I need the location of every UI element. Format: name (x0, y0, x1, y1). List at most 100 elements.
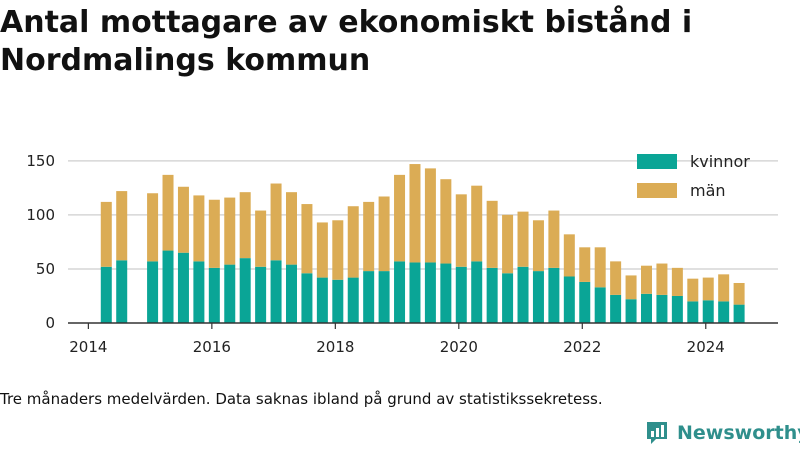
y-tick-label: 50 (36, 260, 55, 278)
legend: kvinnor män (637, 152, 750, 200)
x-tick-label: 2024 (687, 338, 725, 356)
legend-swatch (637, 154, 677, 169)
y-tick-label: 100 (26, 206, 55, 224)
bar-kvinnor (147, 261, 159, 323)
x-tick-label: 2020 (440, 338, 478, 356)
bar-man (224, 197, 236, 265)
bar-man (255, 210, 267, 267)
y-tick-label: 0 (45, 314, 55, 332)
bar-kvinnor (193, 261, 205, 323)
bar-man (363, 201, 375, 272)
bar-kvinnor (625, 299, 637, 323)
bar-man (147, 193, 159, 262)
x-axis: 2014 2016 2018 2020 2022 2024 (68, 322, 778, 356)
bar-kvinnor (718, 301, 730, 323)
bar-kvinnor (285, 264, 297, 323)
x-tick-label: 2016 (193, 338, 231, 356)
chart-title: Antal mottagare av ekonomiskt bistånd i … (0, 5, 693, 78)
bar-man (270, 183, 282, 261)
bar-man (548, 210, 560, 268)
x-tick-label: 2018 (316, 338, 354, 356)
bar-kvinnor (610, 294, 622, 323)
bar-kvinnor (455, 266, 467, 323)
bar-man (208, 199, 220, 268)
bar-kvinnor (270, 260, 282, 323)
bar-man (579, 247, 591, 282)
x-tick-label: 2014 (69, 338, 107, 356)
bar-kvinnor (733, 304, 745, 323)
y-tick-label: 150 (26, 152, 55, 170)
bar-kvinnor (239, 258, 251, 323)
bar-man (116, 191, 128, 261)
bar-man (100, 201, 112, 267)
bar-kvinnor (409, 262, 421, 323)
bar-man (239, 192, 251, 259)
bar-kvinnor (100, 266, 112, 323)
bar-man (177, 186, 189, 253)
newsworthy-logo-icon (647, 422, 667, 444)
bar-kvinnor (394, 261, 406, 323)
grid-lines (68, 160, 778, 270)
bar-kvinnor (255, 266, 267, 323)
bar-man (424, 168, 436, 263)
bar-man (316, 222, 328, 278)
logo-text: Newsworthy (677, 422, 800, 444)
bar-kvinnor (563, 276, 575, 323)
bars (100, 164, 745, 323)
bar-kvinnor (116, 260, 128, 323)
bar-man (162, 174, 174, 251)
legend-swatch (637, 183, 677, 198)
bar-man (285, 192, 297, 265)
bar-kvinnor (532, 271, 544, 323)
bar-man (347, 206, 359, 278)
bar-man (440, 179, 452, 264)
bar-kvinnor (332, 279, 344, 323)
bar-kvinnor (316, 277, 328, 323)
bar-man (594, 247, 606, 288)
bar-kvinnor (548, 267, 560, 323)
bar-kvinnor (440, 263, 452, 323)
bar-man (301, 204, 313, 274)
bar-kvinnor (378, 271, 390, 323)
bar-kvinnor (162, 250, 174, 323)
bar-kvinnor (517, 266, 529, 323)
newsworthy-logo: Newsworthy (645, 420, 800, 446)
bar-man (455, 194, 467, 267)
bar-kvinnor (424, 262, 436, 323)
bar-kvinnor (363, 271, 375, 323)
bar-man (718, 274, 730, 302)
bar-kvinnor (347, 277, 359, 323)
bar-man (517, 211, 529, 267)
chart-caption: Tre månaders medelvärden. Data saknas ib… (0, 390, 603, 408)
bar-kvinnor (702, 300, 714, 323)
bar-man (671, 267, 683, 296)
bar-kvinnor (224, 264, 236, 323)
bar-kvinnor (502, 273, 514, 323)
legend-label: kvinnor (690, 152, 750, 171)
bar-man (378, 196, 390, 272)
bar-man (656, 263, 668, 295)
bar-kvinnor (671, 295, 683, 323)
bar-man (486, 200, 498, 268)
bar-kvinnor (579, 281, 591, 323)
bar-kvinnor (656, 294, 668, 323)
bar-man (625, 275, 637, 300)
bar-man (471, 185, 483, 262)
y-axis: 0 50 100 150 (26, 152, 55, 332)
bar-kvinnor (208, 267, 220, 323)
bar-kvinnor (301, 273, 313, 323)
bar-man (502, 214, 514, 274)
bar-kvinnor (177, 252, 189, 323)
bar-man (409, 164, 421, 263)
bar-man (733, 282, 745, 305)
bar-man (687, 278, 699, 302)
legend-label: män (690, 181, 726, 200)
bar-man (563, 234, 575, 277)
stacked-bar-chart: 0 50 100 150 2014 2016 2018 2020 2022 2024 kvinn… (26, 152, 778, 356)
bar-man (394, 174, 406, 262)
bar-kvinnor (594, 287, 606, 323)
bar-man (332, 220, 344, 280)
bar-kvinnor (640, 293, 652, 323)
bar-kvinnor (471, 261, 483, 323)
bar-kvinnor (687, 301, 699, 323)
